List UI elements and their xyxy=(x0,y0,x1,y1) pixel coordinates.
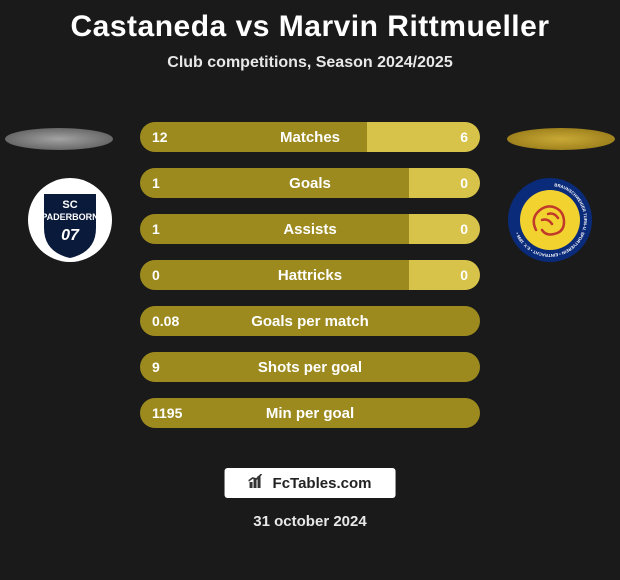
stat-bar-right-fill xyxy=(409,214,480,244)
stat-row: Goals10 xyxy=(140,168,480,198)
stat-value-left: 1195 xyxy=(152,405,182,421)
stat-bar-left-fill xyxy=(140,168,409,198)
stat-bar-left-fill xyxy=(140,214,409,244)
svg-text:SC: SC xyxy=(62,199,77,211)
stat-row: Shots per goal9 xyxy=(140,352,480,382)
stat-bar-left-fill xyxy=(140,352,480,382)
stat-bar-left-fill xyxy=(140,306,480,336)
stat-bar-left-fill xyxy=(140,122,367,152)
braunschweig-logo-icon: BRAUNSCHWEIGER TURN-U. SPORTVEREIN • EIN… xyxy=(508,178,592,262)
page-subtitle: Club competitions, Season 2024/2025 xyxy=(0,54,620,72)
stat-row: Matches126 xyxy=(140,122,480,152)
stat-value-left: 1 xyxy=(152,221,160,237)
stat-row: Hattricks00 xyxy=(140,260,480,290)
stat-bar-right-fill xyxy=(409,260,480,290)
stat-value-right: 0 xyxy=(460,175,468,191)
footer-brand[interactable]: FcTables.com xyxy=(225,468,396,498)
club-badge-left: SC PADERBORN 07 xyxy=(28,178,112,262)
footer-brand-text: FcTables.com xyxy=(273,475,372,492)
footer-date: 31 october 2024 xyxy=(0,513,620,530)
stat-bar-left-fill xyxy=(140,398,480,428)
paderborn-logo-icon: SC PADERBORN 07 xyxy=(28,178,112,262)
stat-value-left: 12 xyxy=(152,129,168,145)
stat-value-right: 6 xyxy=(460,129,468,145)
stat-value-left: 0 xyxy=(152,267,160,283)
page-title: Castaneda vs Marvin Rittmueller xyxy=(0,0,620,44)
club-badge-right: BRAUNSCHWEIGER TURN-U. SPORTVEREIN • EIN… xyxy=(508,178,592,262)
stats-bars-container: Matches126Goals10Assists10Hattricks00Goa… xyxy=(140,122,480,444)
stat-value-left: 9 xyxy=(152,359,160,375)
svg-text:PADERBORN: PADERBORN xyxy=(41,212,98,222)
chart-icon xyxy=(249,474,267,492)
stat-value-right: 0 xyxy=(460,221,468,237)
stat-bar-right-fill xyxy=(409,168,480,198)
stat-value-left: 1 xyxy=(152,175,160,191)
stat-bar-left-fill xyxy=(140,260,409,290)
stat-row: Assists10 xyxy=(140,214,480,244)
svg-text:07: 07 xyxy=(61,227,80,244)
stat-row: Goals per match0.08 xyxy=(140,306,480,336)
stat-value-right: 0 xyxy=(460,267,468,283)
club-shadow-right xyxy=(507,128,615,150)
stat-value-left: 0.08 xyxy=(152,313,179,329)
stat-row: Min per goal1195 xyxy=(140,398,480,428)
club-shadow-left xyxy=(5,128,113,150)
